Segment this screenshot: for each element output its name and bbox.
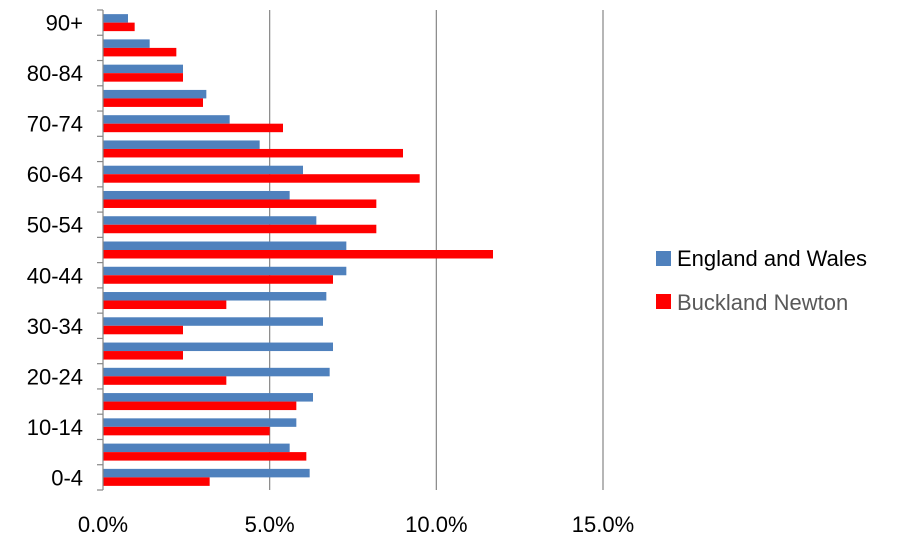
y-tick-label: 0-4	[51, 465, 83, 490]
bar-buckland-newton	[103, 22, 135, 32]
bar-england-wales	[103, 317, 323, 326]
y-tick-label: 70-74	[27, 112, 83, 137]
bar-buckland-newton	[103, 351, 183, 360]
bar-buckland-newton	[103, 47, 177, 57]
bar-buckland-newton	[103, 73, 183, 82]
y-tick-label: 50-54	[27, 213, 83, 238]
axes: 0.0% 5.0% 10.0% 15.0% 0-4 10-14 20-24 30-34 40-4…	[27, 9, 634, 537]
legend: England and Wales Buckland Newton	[656, 246, 867, 315]
bar-england-wales	[103, 266, 347, 276]
x-tick-label: 0.0%	[78, 512, 128, 537]
y-tick-label: 30-34	[27, 314, 83, 339]
bar-england-wales	[103, 393, 313, 402]
bar-buckland-newton	[103, 300, 227, 310]
legend-label-buckland-newton: Buckland Newton	[677, 290, 848, 315]
bar-buckland-newton	[103, 452, 307, 461]
bar-england-wales	[103, 64, 183, 74]
bar-england-wales	[103, 342, 333, 352]
bar-buckland-newton	[103, 98, 203, 107]
y-tick-label: 90+	[46, 11, 83, 36]
legend-swatch-buckland-newton	[656, 294, 671, 309]
bar-buckland-newton	[103, 325, 183, 335]
x-tick-label: 10.0%	[405, 512, 467, 537]
y-tick-label: 40-44	[27, 263, 83, 288]
bar-england-wales	[103, 14, 128, 23]
bar-buckland-newton	[103, 224, 377, 234]
bar-buckland-newton	[103, 426, 270, 436]
bar-buckland-newton	[103, 148, 403, 158]
bar-england-wales	[103, 443, 290, 453]
bar-england-wales	[103, 140, 260, 149]
bar-buckland-newton	[103, 174, 420, 183]
bar-buckland-newton	[103, 477, 210, 486]
x-tick-label: 5.0%	[245, 512, 295, 537]
bar-buckland-newton	[103, 275, 333, 284]
bars	[103, 14, 493, 486]
y-tick-label: 80-84	[27, 61, 83, 86]
legend-swatch-england-wales	[656, 251, 671, 266]
bar-england-wales	[103, 418, 297, 427]
bar-buckland-newton	[103, 250, 493, 259]
y-tick-label: 60-64	[27, 162, 83, 187]
bar-england-wales	[103, 115, 230, 124]
bar-england-wales	[103, 468, 310, 478]
bar-england-wales	[103, 165, 303, 175]
legend-label-england-wales: England and Wales	[677, 246, 867, 271]
bar-england-wales	[103, 39, 150, 48]
y-tick-label: 10-14	[27, 415, 83, 440]
bar-buckland-newton	[103, 401, 297, 411]
bar-buckland-newton	[103, 376, 227, 385]
bar-england-wales	[103, 292, 327, 301]
bar-england-wales	[103, 241, 347, 250]
y-tick-label: 20-24	[27, 364, 83, 389]
bar-buckland-newton	[103, 123, 283, 133]
bar-england-wales	[103, 89, 207, 99]
bar-england-wales	[103, 367, 330, 377]
bar-england-wales	[103, 190, 290, 200]
x-tick-label: 15.0%	[572, 512, 634, 537]
bar-england-wales	[103, 216, 317, 225]
bar-buckland-newton	[103, 199, 377, 208]
